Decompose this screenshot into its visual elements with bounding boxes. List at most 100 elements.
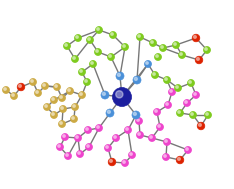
Circle shape [55, 85, 57, 87]
Circle shape [62, 133, 69, 140]
Circle shape [60, 122, 62, 124]
Circle shape [161, 46, 163, 48]
Circle shape [109, 55, 111, 57]
Circle shape [110, 160, 112, 162]
Circle shape [107, 53, 114, 60]
Circle shape [138, 35, 140, 37]
Circle shape [65, 153, 72, 160]
Circle shape [176, 109, 183, 116]
Circle shape [51, 112, 58, 119]
Circle shape [135, 118, 143, 125]
Circle shape [179, 51, 186, 59]
Circle shape [133, 112, 136, 115]
Circle shape [121, 43, 128, 50]
Circle shape [77, 150, 84, 157]
Circle shape [175, 84, 182, 91]
Circle shape [130, 153, 132, 155]
Circle shape [184, 146, 191, 153]
Circle shape [36, 91, 38, 93]
Circle shape [153, 73, 155, 75]
Circle shape [34, 90, 41, 97]
Circle shape [190, 112, 197, 119]
Circle shape [66, 88, 73, 94]
Circle shape [63, 135, 65, 137]
Circle shape [85, 143, 92, 150]
Circle shape [101, 91, 109, 99]
Circle shape [178, 111, 180, 113]
Circle shape [17, 83, 25, 91]
Circle shape [204, 46, 211, 53]
Circle shape [4, 88, 6, 90]
Circle shape [165, 140, 167, 142]
Circle shape [197, 122, 205, 130]
Circle shape [138, 133, 140, 135]
Circle shape [186, 148, 188, 150]
Circle shape [126, 128, 128, 130]
Circle shape [183, 99, 190, 106]
Circle shape [172, 42, 179, 49]
Circle shape [84, 126, 91, 133]
Circle shape [146, 62, 148, 64]
Circle shape [11, 92, 18, 99]
Circle shape [187, 80, 194, 87]
Circle shape [116, 72, 124, 80]
Circle shape [107, 110, 110, 113]
Circle shape [164, 155, 166, 157]
Circle shape [198, 123, 201, 126]
Circle shape [191, 113, 193, 115]
Circle shape [162, 153, 169, 160]
Circle shape [65, 44, 67, 46]
Circle shape [43, 84, 45, 86]
Circle shape [136, 33, 143, 40]
Circle shape [51, 97, 58, 104]
Circle shape [80, 70, 82, 72]
Circle shape [197, 57, 199, 60]
Circle shape [157, 123, 164, 130]
Circle shape [168, 88, 176, 95]
Circle shape [80, 93, 82, 95]
Circle shape [78, 152, 80, 154]
Circle shape [86, 128, 88, 130]
Circle shape [87, 145, 89, 147]
Circle shape [18, 84, 21, 87]
Circle shape [194, 93, 196, 95]
Circle shape [113, 88, 132, 106]
Circle shape [195, 56, 203, 64]
Circle shape [95, 125, 102, 132]
Circle shape [85, 80, 87, 82]
Circle shape [174, 43, 176, 45]
Circle shape [165, 101, 172, 108]
Circle shape [128, 152, 135, 159]
Circle shape [137, 119, 139, 121]
Circle shape [105, 145, 111, 152]
Circle shape [72, 117, 74, 119]
Circle shape [44, 104, 51, 111]
Circle shape [45, 105, 47, 107]
Circle shape [132, 111, 140, 119]
Circle shape [54, 84, 61, 91]
Circle shape [12, 94, 14, 96]
Circle shape [154, 53, 161, 60]
Circle shape [154, 108, 161, 115]
Circle shape [150, 40, 157, 46]
Circle shape [91, 62, 93, 64]
Circle shape [78, 68, 85, 75]
Circle shape [66, 154, 68, 156]
Circle shape [84, 78, 91, 85]
Circle shape [56, 143, 63, 150]
Circle shape [78, 91, 85, 98]
Circle shape [58, 94, 66, 101]
Circle shape [116, 91, 123, 98]
Circle shape [76, 36, 78, 38]
Circle shape [124, 126, 132, 133]
Circle shape [111, 33, 113, 35]
Circle shape [166, 103, 168, 105]
Circle shape [95, 26, 102, 33]
Circle shape [74, 135, 81, 142]
Circle shape [70, 115, 77, 122]
Circle shape [3, 87, 10, 94]
Circle shape [117, 73, 121, 76]
Circle shape [72, 56, 78, 63]
Circle shape [60, 96, 62, 98]
Circle shape [73, 57, 75, 59]
